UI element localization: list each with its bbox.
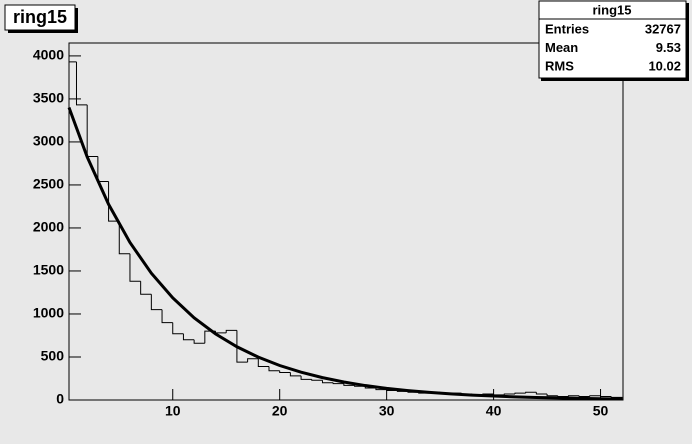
histogram-bin (311, 379, 323, 381)
fit-curve (67, 106, 622, 401)
x-tick-label: 40 (486, 403, 502, 419)
y-tick-label: 1000 (33, 305, 64, 321)
plot-frame (68, 42, 624, 401)
histogram-bin (343, 383, 355, 386)
stats-label: Mean (545, 40, 578, 55)
histogram-bin (546, 393, 558, 397)
stats-label: Entries (545, 21, 589, 36)
histogram-bin (150, 294, 163, 311)
histogram-bin (300, 375, 312, 380)
histogram-bin (68, 61, 77, 400)
histogram-bin (375, 387, 387, 391)
histogram-bin (75, 61, 88, 106)
histogram-bin (321, 380, 334, 384)
histogram-bin (503, 393, 515, 395)
histogram-bin (172, 322, 184, 335)
stats-value: 10.02 (648, 58, 681, 73)
histogram-bin (225, 329, 237, 333)
histogram-bin (118, 221, 130, 255)
histogram-bin (289, 372, 302, 377)
y-tick-label: 4000 (33, 47, 64, 63)
histogram-bin (578, 395, 590, 398)
stats-label: RMS (545, 58, 574, 73)
stats-value: 32767 (645, 21, 681, 36)
histogram-bin (332, 382, 344, 385)
histogram-bin (236, 330, 248, 363)
x-tick-label: 10 (165, 403, 181, 419)
histogram-bin (535, 392, 548, 395)
histogram-bin (108, 181, 120, 222)
y-tick-label: 1500 (33, 262, 64, 278)
y-tick-label: 3500 (33, 90, 64, 106)
histogram-bin (193, 339, 205, 344)
histogram-bin (600, 395, 612, 398)
histogram-bin (161, 309, 173, 324)
stats-frame (538, 0, 687, 79)
histogram-bin (257, 358, 269, 367)
histogram-bin (589, 395, 601, 397)
stats-box: ring15 Entries 32767 Mean 9.53 RMS 10.02 (538, 0, 689, 81)
histogram-bin (140, 281, 152, 295)
stats-value: 9.53 (656, 40, 681, 55)
y-tick-label: 3000 (33, 133, 64, 149)
x-tick-label: 50 (593, 403, 609, 419)
y-tick-label: 2500 (33, 176, 64, 192)
histogram-bin (182, 333, 195, 341)
y-tick-label: 2000 (33, 219, 64, 235)
chart-title: ring15 (13, 7, 67, 27)
histogram-bin (567, 395, 580, 397)
histogram-bin (279, 370, 291, 373)
histogram-bin (247, 358, 259, 363)
histogram-bin (129, 253, 141, 282)
histogram-bin (268, 366, 280, 372)
y-tick-label: 500 (41, 348, 65, 364)
title-frame (4, 4, 76, 31)
y-tick-label: 0 (56, 391, 64, 407)
title-box: ring15 (4, 4, 78, 33)
stats-title: ring15 (592, 2, 631, 17)
histogram-bin (525, 391, 537, 394)
x-tick-label: 30 (379, 403, 395, 419)
x-tick-label: 20 (272, 403, 288, 419)
histogram-bin (514, 392, 526, 394)
